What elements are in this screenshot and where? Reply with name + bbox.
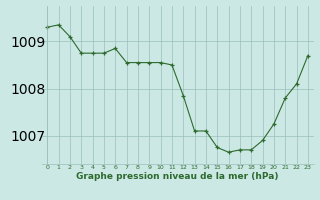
X-axis label: Graphe pression niveau de la mer (hPa): Graphe pression niveau de la mer (hPa) <box>76 172 279 181</box>
